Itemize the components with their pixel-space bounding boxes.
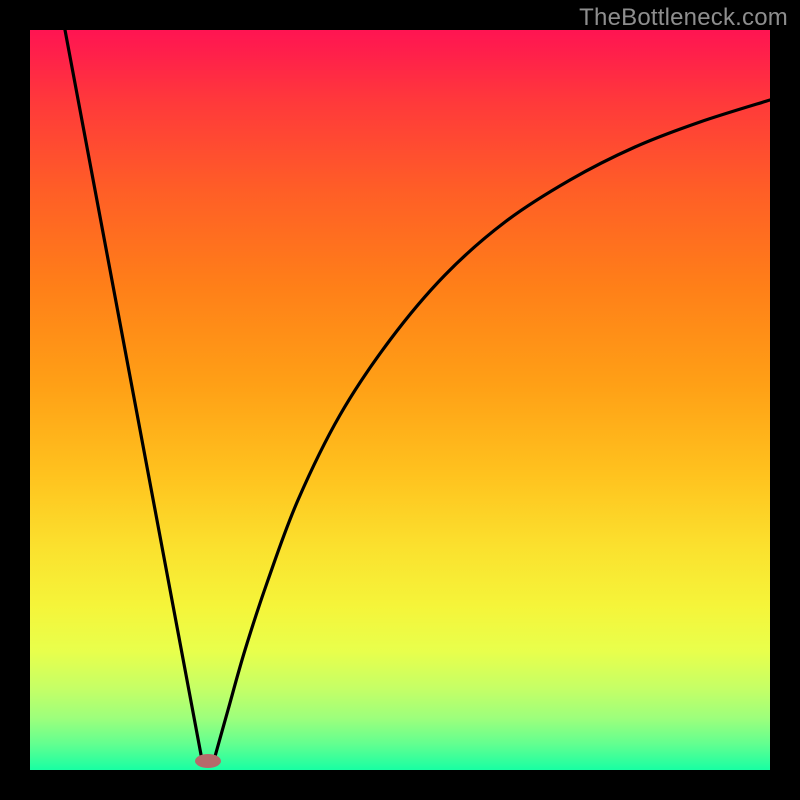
gradient-background bbox=[30, 30, 770, 770]
watermark-text: TheBottleneck.com bbox=[579, 4, 788, 32]
chart-svg bbox=[30, 30, 770, 770]
chart-container: TheBottleneck.com bbox=[0, 0, 800, 800]
plot-area bbox=[30, 30, 770, 770]
minimum-marker bbox=[195, 754, 221, 768]
